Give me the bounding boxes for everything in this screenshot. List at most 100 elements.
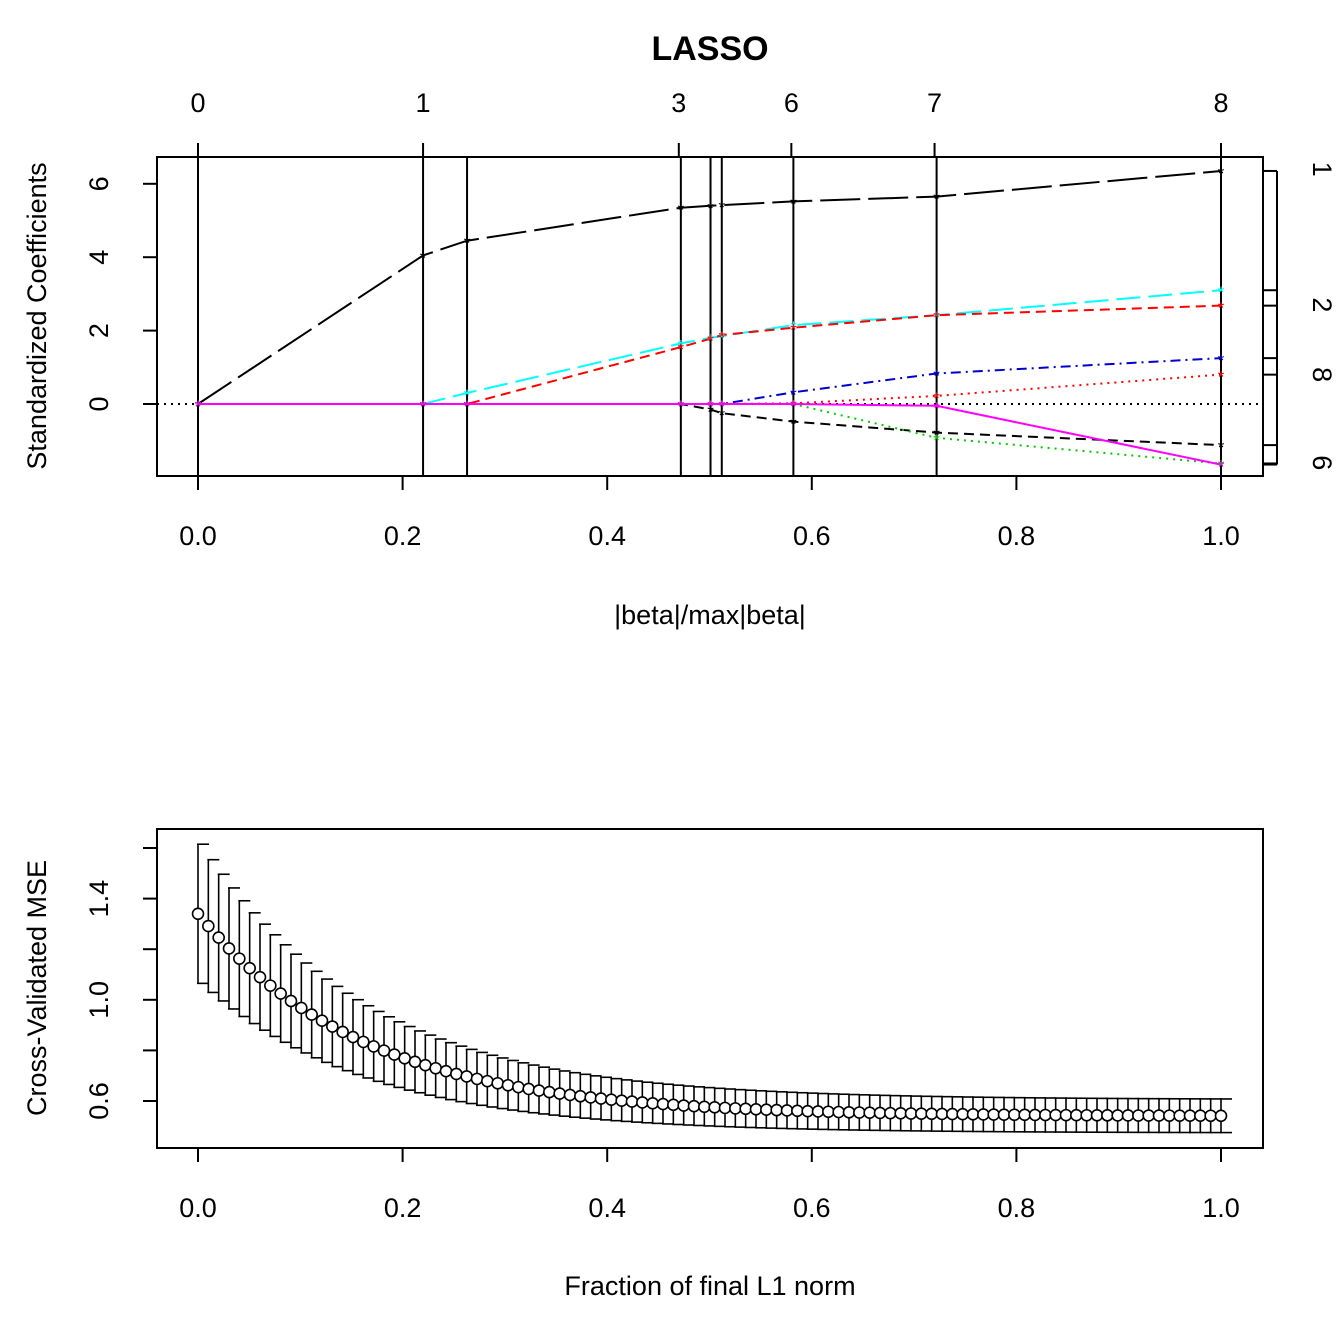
chart-title: LASSO [651, 30, 768, 68]
cv-point [253, 970, 267, 984]
cv-point [873, 1106, 887, 1120]
coefficient-marker: * [790, 321, 797, 340]
cv-point [481, 1074, 494, 1088]
cv-point [904, 1107, 918, 1120]
top-tick-label: 7 [927, 88, 942, 118]
coefficient-marker: * [707, 332, 714, 351]
coefficient-marker: * [1218, 351, 1225, 370]
coefficient-marker: * [195, 397, 202, 416]
coefficient-marker: * [790, 318, 797, 337]
top-tick-label: 6 [784, 88, 799, 118]
coefficient-marker: * [678, 397, 685, 416]
cv-point [305, 1008, 318, 1021]
cv-point [780, 1104, 794, 1117]
coefficient-marker: * [707, 397, 714, 416]
coefficient-marker: * [678, 336, 685, 355]
error-bars [197, 843, 1232, 1134]
cv-point [202, 919, 215, 933]
coefficient-marker: * [790, 385, 797, 404]
coefficient-marker: * [195, 397, 202, 416]
coefficient-marker: * [1218, 456, 1225, 475]
cv-point [729, 1102, 742, 1115]
x-axis: 0.0 0.2 0.4 0.6 0.8 1.0 [179, 475, 1240, 551]
cv-point [770, 1103, 783, 1117]
coefficient-marker: * [420, 397, 427, 416]
coefficient-marker: * [464, 397, 471, 416]
cv-point [615, 1094, 628, 1107]
cv-point [708, 1101, 721, 1114]
y-tick-label: 4 [84, 250, 114, 265]
coefficient-marker: * [678, 201, 685, 220]
cv-point [718, 1101, 732, 1115]
coefficient-marker: * [464, 397, 471, 416]
cv-point [346, 1030, 360, 1044]
cv-point [1080, 1108, 1093, 1122]
coefficient-marker: * [1218, 458, 1225, 477]
cv-point [264, 979, 277, 992]
coefficient-marker: * [420, 397, 427, 416]
cv-point [512, 1080, 525, 1094]
cv-point [274, 987, 287, 1000]
cv-point [1214, 1109, 1228, 1123]
cv-point [791, 1104, 804, 1118]
cv-point [408, 1055, 422, 1069]
cv-point [1008, 1108, 1021, 1122]
cv-point [584, 1091, 597, 1104]
x-tick-label: 0.8 [998, 521, 1036, 551]
cv-point [543, 1085, 556, 1099]
y-axis: 0.6 1.0 1.4 [84, 847, 158, 1120]
coefficient-marker: * [718, 198, 725, 217]
coefficient-marker: * [678, 397, 685, 416]
cv-point [636, 1096, 649, 1109]
coefficient-marker: * [678, 397, 685, 416]
x-axis-title: |beta|/max|beta| [614, 600, 806, 630]
cv-point [884, 1106, 897, 1120]
coefficient-marker: * [707, 331, 714, 350]
cv-point [1090, 1109, 1104, 1122]
y-tick-label: 0 [84, 396, 114, 411]
cv-point [1101, 1109, 1114, 1122]
cv-point [450, 1067, 463, 1081]
coefficient-marker: * [707, 397, 714, 416]
x-tick-label: 0.2 [384, 521, 422, 551]
coefficient-marker: * [1218, 164, 1225, 183]
cv-point [915, 1107, 928, 1120]
coefficient-path [197, 170, 1222, 405]
cv-point [501, 1078, 515, 1092]
cv-point [687, 1099, 701, 1113]
coefficient-marker: * [933, 308, 940, 327]
coefficient-marker: * [790, 397, 797, 416]
coefficient-marker: * [718, 397, 725, 416]
coefficient-marker: * [678, 397, 685, 416]
right-tick-label: 8 [1307, 367, 1337, 382]
x-tick-label: 1.0 [1202, 1193, 1240, 1223]
coefficient-marker: * [933, 389, 940, 408]
cv-point [367, 1040, 380, 1053]
cv-point [336, 1025, 349, 1039]
cv-point [842, 1105, 856, 1119]
coefficient-marker: * [718, 328, 725, 347]
x-tick-label: 1.0 [1202, 521, 1240, 551]
coefficient-marker: * [718, 397, 725, 416]
cv-point [935, 1107, 949, 1121]
cv-point [522, 1082, 535, 1096]
x-tick-label: 0.6 [793, 1193, 831, 1223]
cv-error-chart: 0.6 1.0 1.4 0.0 0.2 0.4 0.6 0.8 1.0 Fraction of… [22, 828, 1264, 1301]
cv-point [832, 1105, 845, 1119]
cv-point [956, 1107, 969, 1121]
x-tick-label: 0.0 [179, 521, 217, 551]
cv-point [191, 907, 205, 921]
x-tick-label: 0.6 [793, 521, 831, 551]
cv-point [388, 1048, 401, 1061]
y-tick-label: 0.6 [84, 1082, 114, 1120]
cv-point [987, 1108, 1000, 1121]
cv-point [605, 1093, 618, 1106]
cv-point [1039, 1108, 1052, 1122]
right-axis: 1 2 8 6 [1263, 162, 1337, 470]
cv-point [470, 1072, 484, 1086]
cv-point [212, 931, 225, 944]
cv-point [1111, 1109, 1124, 1122]
cv-point [625, 1095, 639, 1108]
cv-point [667, 1098, 680, 1112]
